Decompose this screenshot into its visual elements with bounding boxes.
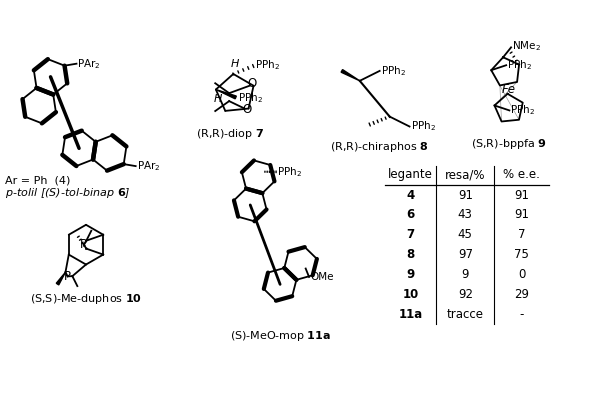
Text: 9: 9 [462, 268, 469, 281]
Text: PPh$_2$: PPh$_2$ [277, 165, 302, 179]
Text: 7: 7 [518, 228, 525, 241]
Text: $p$-tolil [(S)-tol-binap $\mathbf{6}$]: $p$-tolil [(S)-tol-binap $\mathbf{6}$] [5, 186, 131, 200]
Text: PPh$_2$: PPh$_2$ [238, 92, 263, 105]
Text: 97: 97 [458, 248, 473, 261]
Text: P: P [64, 270, 71, 283]
Text: 92: 92 [458, 288, 473, 301]
Text: tracce: tracce [447, 308, 484, 321]
Text: H: H [231, 59, 240, 69]
Text: PPh$_2$: PPh$_2$ [411, 119, 436, 133]
Text: H: H [214, 94, 222, 105]
Text: (R,R)-chiraphos $\mathbf{8}$: (R,R)-chiraphos $\mathbf{8}$ [331, 140, 429, 154]
Polygon shape [341, 70, 360, 81]
Text: legante: legante [388, 168, 433, 181]
Text: NMe$_2$: NMe$_2$ [512, 39, 541, 53]
Text: Ar = Ph  (4): Ar = Ph (4) [5, 175, 71, 185]
Text: % e.e.: % e.e. [503, 168, 540, 181]
Text: 6: 6 [406, 208, 415, 221]
Text: PPh$_2$: PPh$_2$ [511, 103, 536, 118]
Text: 8: 8 [406, 248, 415, 261]
Text: P: P [81, 238, 87, 251]
Text: 29: 29 [514, 288, 529, 301]
Text: PPh$_2$: PPh$_2$ [381, 64, 406, 78]
Text: PAr$_2$: PAr$_2$ [137, 159, 160, 173]
Text: 45: 45 [458, 228, 473, 241]
Text: -: - [519, 308, 524, 321]
Text: 91: 91 [514, 189, 529, 202]
Text: Fe: Fe [502, 83, 516, 96]
Text: 10: 10 [403, 288, 418, 301]
Text: O: O [247, 77, 256, 90]
Text: 7: 7 [406, 228, 415, 241]
Text: 9: 9 [406, 268, 415, 281]
Text: (S)-MeO-mop $\mathbf{11a}$: (S)-MeO-mop $\mathbf{11a}$ [229, 329, 331, 343]
Text: 91: 91 [514, 208, 529, 221]
Text: PPh$_2$: PPh$_2$ [255, 58, 280, 72]
Text: 0: 0 [518, 268, 525, 281]
Text: OMe: OMe [310, 272, 334, 282]
Text: 91: 91 [458, 189, 473, 202]
Text: (R,R)-diop $\mathbf{7}$: (R,R)-diop $\mathbf{7}$ [196, 127, 264, 141]
Text: 11a: 11a [398, 308, 423, 321]
Text: PPh$_2$: PPh$_2$ [507, 58, 532, 72]
Text: (S,R)-bppfa $\mathbf{9}$: (S,R)-bppfa $\mathbf{9}$ [472, 138, 547, 151]
Text: (S,S)-Me-duphos $\mathbf{10}$: (S,S)-Me-duphos $\mathbf{10}$ [30, 292, 142, 306]
Text: 75: 75 [514, 248, 529, 261]
Text: PAr$_2$: PAr$_2$ [77, 57, 101, 71]
Text: O: O [242, 103, 251, 116]
Polygon shape [56, 272, 65, 285]
Text: resa/%: resa/% [445, 168, 486, 181]
Text: 4: 4 [406, 189, 415, 202]
Polygon shape [216, 90, 236, 99]
Text: 43: 43 [458, 208, 473, 221]
